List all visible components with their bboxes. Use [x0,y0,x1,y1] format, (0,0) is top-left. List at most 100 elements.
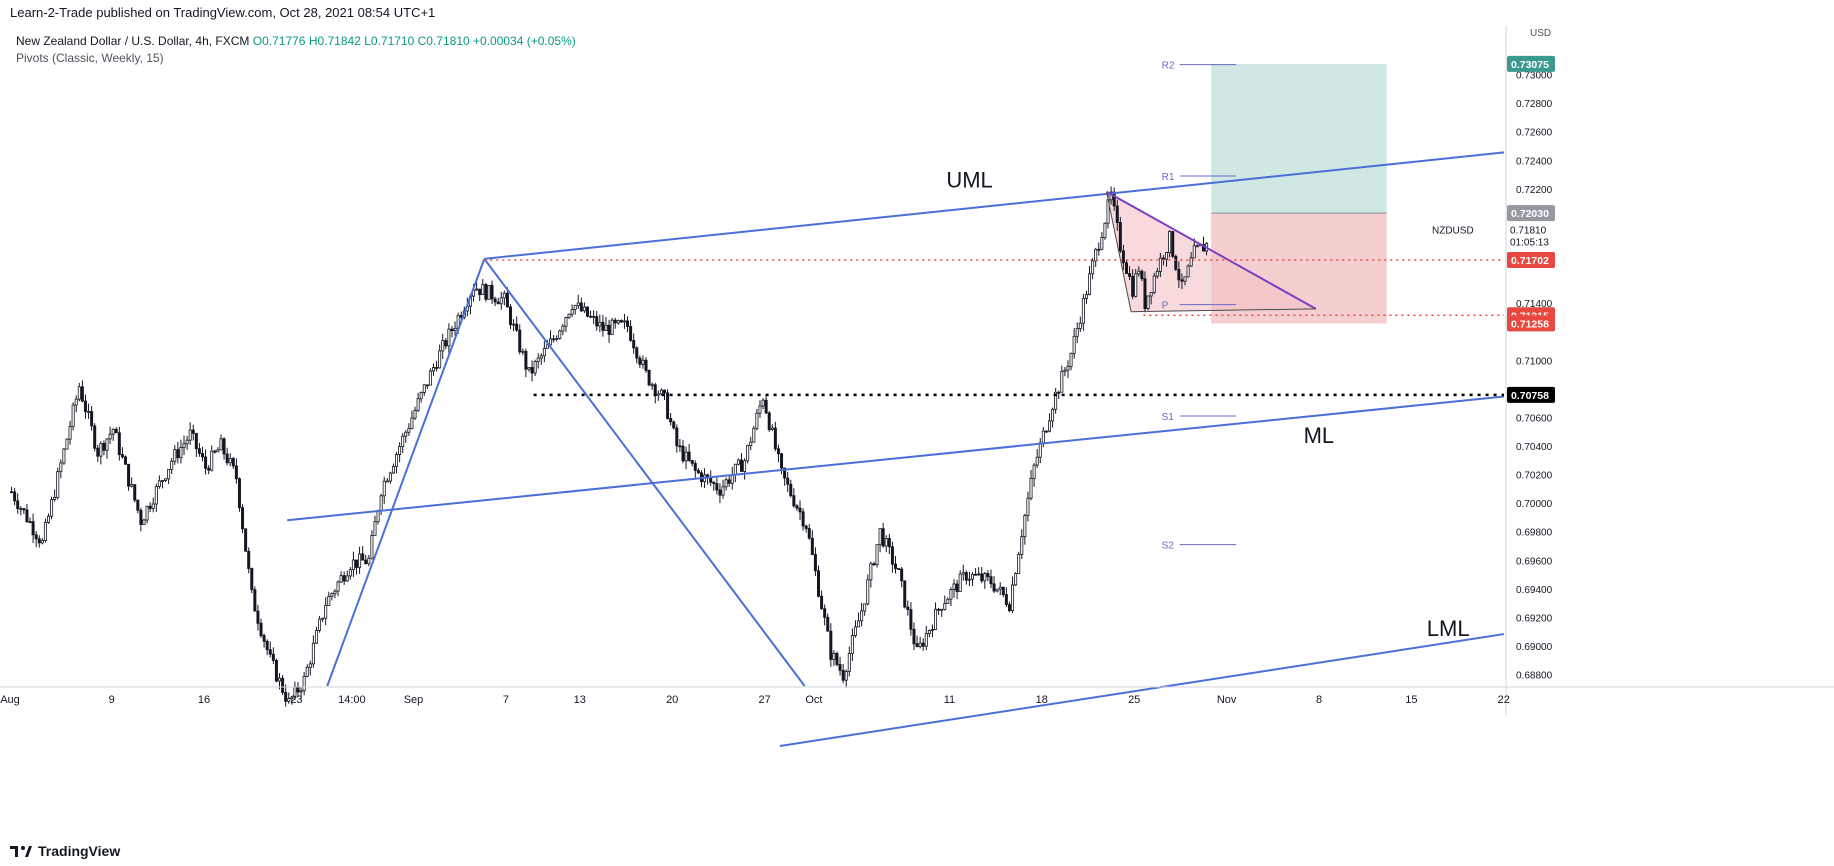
candle-body [1060,370,1064,393]
candle [404,430,408,443]
candle-body [1137,270,1141,275]
candle-body [441,340,445,352]
candle [1044,430,1048,433]
candle [200,446,204,462]
candle-body [869,563,873,581]
candle-body [681,445,685,462]
candle-body [305,667,309,677]
candle-body [607,324,611,335]
candle [1180,273,1184,290]
candle [281,675,285,696]
candle-body [327,595,331,606]
candle [127,463,131,491]
candle-body [900,568,904,582]
candle-body [635,347,639,359]
candle [570,304,574,317]
price-tick-label: 0.72600 [1516,128,1553,139]
candle-body [370,534,374,559]
price-chart[interactable]: R2 R1 P S1 S2 UML ML LML USD 0.73000 0.72800 0.726… [0,26,1834,838]
candle-body [22,508,26,511]
candle [693,460,697,478]
candle [1152,272,1156,295]
candle-body [927,629,931,635]
candle-body [308,663,312,668]
candle [971,572,975,586]
candle [145,505,149,524]
candle-body [336,581,340,592]
pivot-label-R1: R1 [1162,172,1175,183]
candle [216,447,220,453]
candle [151,497,155,513]
candle [989,569,993,589]
candle-body [31,521,35,536]
candle [921,638,925,651]
candle [157,475,161,489]
trendline-LML [779,633,1505,747]
candle [644,357,648,373]
candle-body [40,540,44,544]
candle-body [71,404,75,428]
candle [826,613,830,632]
pivot-label-S1: S1 [1162,412,1175,423]
candle [219,434,223,451]
candle-body [1186,265,1190,278]
candle-body [19,508,23,510]
candle [139,507,143,532]
candle [706,473,710,485]
candle [552,335,556,343]
candle-body [881,528,885,547]
candle-body [758,405,762,414]
candle [1066,360,1070,379]
candle [1007,601,1011,612]
pivot-label-P: P [1162,301,1169,312]
candle-body [1131,276,1135,297]
candle [410,410,414,430]
candle [582,302,586,313]
candle-body [234,465,238,480]
candle-body [284,691,288,702]
candle [687,444,691,462]
candle-body [755,412,759,429]
candle [521,348,525,356]
candle-body [724,479,728,488]
candle-body [351,559,355,571]
candle [567,313,571,319]
candle-body [792,495,796,507]
price-tick-label: 0.73000 [1516,71,1553,82]
candle-body [425,384,429,387]
candle [918,636,922,649]
candle-body [934,608,938,630]
candle-body [124,456,128,465]
candle [435,360,439,372]
candle-body [1023,515,1027,538]
candle [579,297,583,313]
candle [40,538,44,545]
candle [1011,576,1015,614]
candle-body [980,573,984,582]
candle [50,496,54,520]
candle [626,316,630,333]
candle-body [1069,352,1073,367]
candle [508,304,512,330]
price-tick-label: 0.71400 [1516,299,1553,310]
candle-body [1140,270,1144,280]
candle [592,310,596,325]
candle-body [80,386,84,402]
candle [493,296,497,307]
candle-body [419,392,423,400]
candles [10,186,1209,707]
candle-body [1146,295,1150,309]
candle-body [453,327,457,332]
candle-body [401,435,405,448]
chart-area[interactable]: R2 R1 P S1 S2 UML ML LML USD 0.73000 0.72800 0.726… [0,26,1834,838]
candle-body [1029,477,1033,499]
candle-body [164,478,168,481]
candle-body [1155,271,1159,277]
candle-body [1158,257,1162,272]
candle [197,443,201,457]
candle-body [450,328,454,332]
candle [967,571,971,587]
candle-body [56,471,60,498]
candle-body [321,617,325,620]
candle-body [573,305,577,310]
